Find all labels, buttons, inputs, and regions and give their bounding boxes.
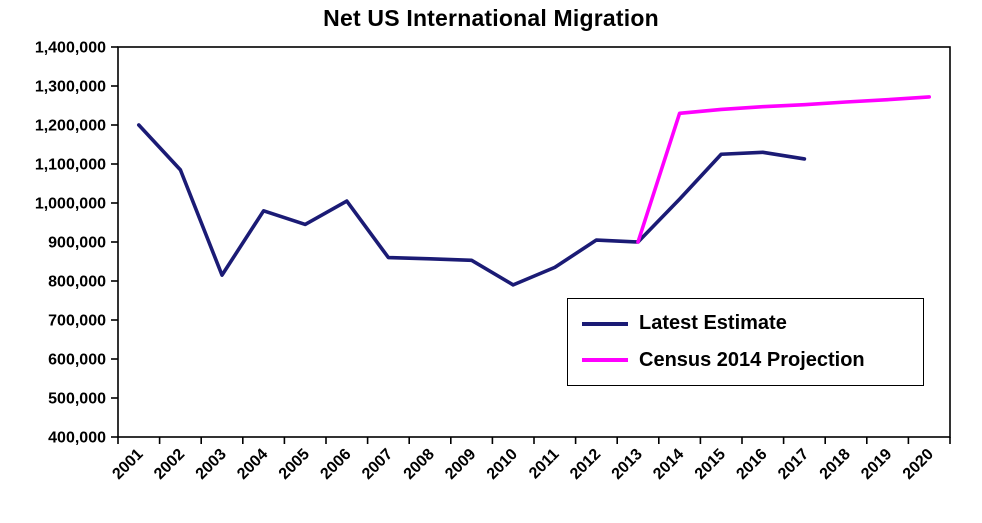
y-tick-label: 500,000 (48, 391, 106, 408)
x-tick-label: 2014 (650, 446, 687, 483)
y-tick-label: 1,400,000 (35, 40, 106, 57)
x-tick-label: 2006 (317, 446, 354, 483)
x-tick-label: 2012 (567, 446, 604, 483)
x-tick-label: 2004 (234, 446, 271, 483)
x-tick-label: 2020 (900, 446, 937, 483)
chart-title: Net US International Migration (323, 5, 659, 31)
y-tick-label: 600,000 (48, 352, 106, 369)
x-tick-label: 2018 (817, 446, 854, 483)
x-tick-label: 2008 (401, 446, 438, 483)
y-tick-label: 700,000 (48, 313, 106, 330)
x-tick-label: 2017 (775, 446, 812, 483)
y-tick-label: 900,000 (48, 235, 106, 252)
legend-line-swatch-census-2014-projection (582, 358, 628, 363)
legend-item-latest-estimate: Latest Estimate (582, 312, 923, 335)
x-tick-label: 2009 (442, 446, 479, 483)
x-tick-label: 2005 (276, 446, 313, 483)
x-tick-label: 2007 (359, 446, 396, 483)
y-tick-label: 800,000 (48, 274, 106, 291)
x-tick-label: 2002 (151, 446, 188, 483)
x-tick-label: 2011 (526, 446, 563, 483)
series-line-latest-estimate (137, 123, 807, 287)
legend-item-census-2014-projection: Census 2014 Projection (582, 349, 923, 372)
y-tick-label: 1,200,000 (35, 118, 106, 135)
legend: Latest Estimate Census 2014 Projection (567, 298, 924, 386)
x-tick-label: 2010 (484, 446, 521, 483)
x-tick-label: 2003 (193, 446, 230, 483)
x-tick-label: 2001 (109, 446, 146, 483)
series-line-census-2014-projection (636, 95, 932, 244)
y-tick-label: 1,100,000 (35, 157, 106, 174)
legend-label-latest-estimate: Latest Estimate (639, 312, 787, 335)
legend-label-census-2014-projection: Census 2014 Projection (639, 348, 865, 371)
y-tick-label: 400,000 (48, 430, 106, 447)
x-tick-label: 2016 (733, 446, 770, 483)
legend-line-swatch-latest-estimate (582, 321, 628, 326)
x-tick-label: 2015 (692, 446, 729, 483)
y-tick-label: 1,300,000 (35, 79, 106, 96)
y-tick-label: 1,000,000 (35, 196, 106, 213)
x-tick-label: 2019 (858, 446, 895, 483)
x-tick-label: 2013 (609, 446, 646, 483)
